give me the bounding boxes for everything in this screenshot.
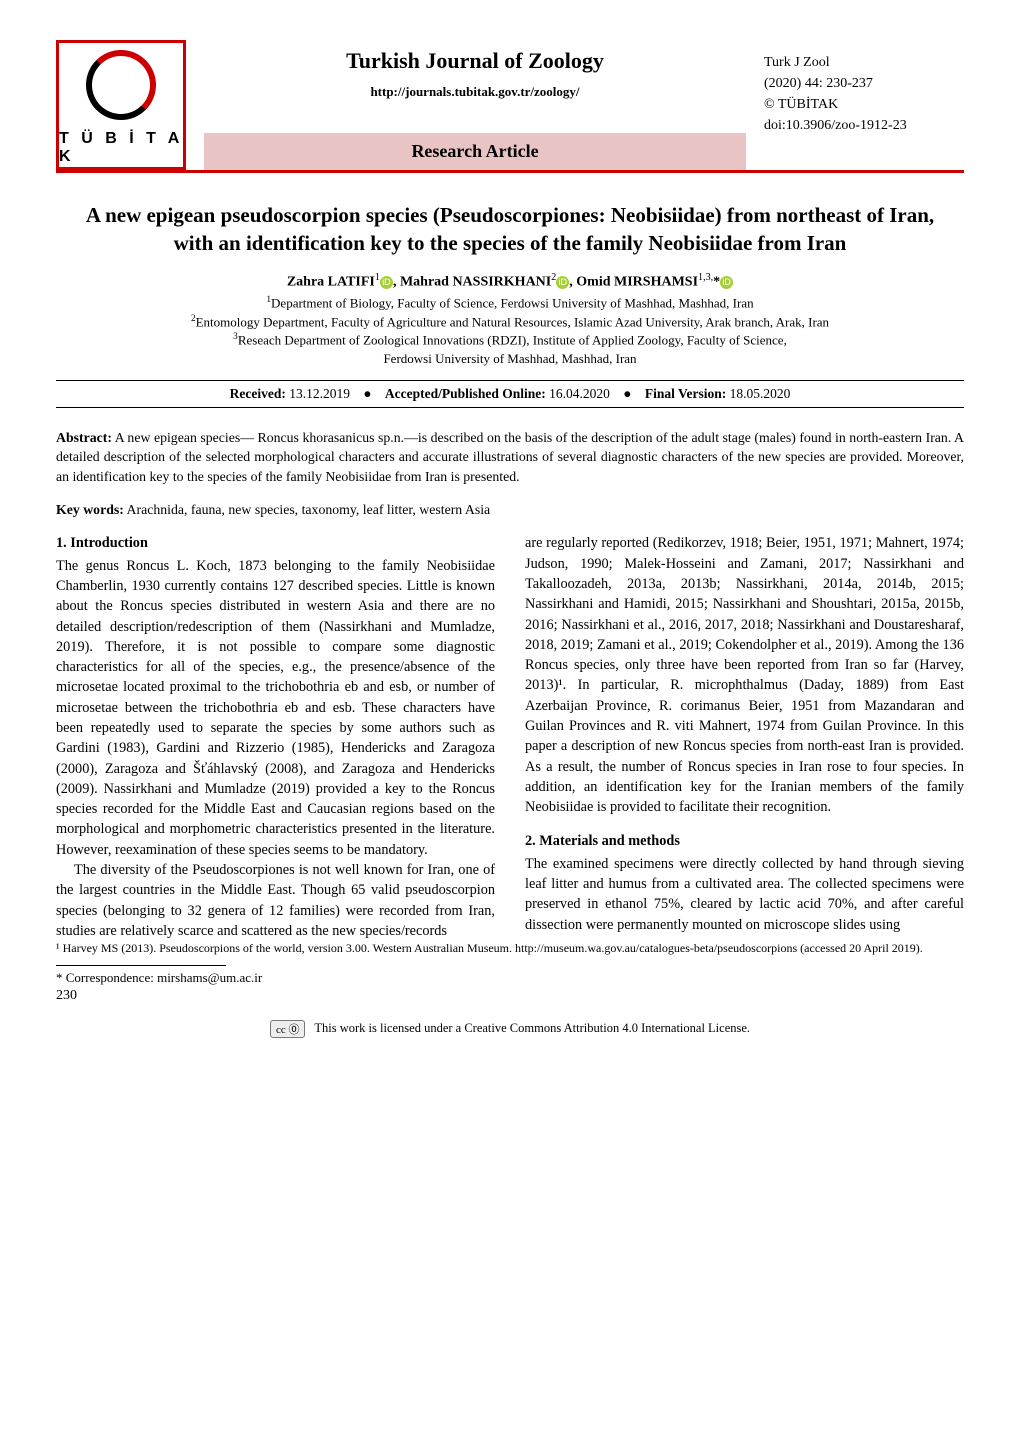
- journal-title: Turkish Journal of Zoology: [346, 48, 604, 74]
- author-2: , Mahrad NASSIRKHANI: [393, 274, 551, 289]
- affil-3b: Ferdowsi University of Mashhad, Mashhad,…: [383, 351, 636, 366]
- author-1: Zahra LATIFI: [287, 274, 375, 289]
- final-value: 18.05.2020: [726, 386, 790, 401]
- short-title: Turk J Zool: [764, 52, 964, 73]
- copyright: © TÜBİTAK: [764, 94, 964, 115]
- page-number: 230: [56, 988, 964, 1004]
- body-columns: 1. Introduction The genus Roncus L. Koch…: [56, 533, 964, 941]
- abstract-block: Abstract: A new epigean species— Roncus …: [56, 428, 964, 486]
- affiliations: 1Department of Biology, Faculty of Scien…: [56, 294, 964, 368]
- intro-continued: are regularly reported (Redikorzev, 1918…: [525, 533, 964, 817]
- journal-meta: Turk J Zool (2020) 44: 230-237 © TÜBİTAK…: [764, 40, 964, 136]
- orcid-icon[interactable]: iD: [556, 276, 569, 289]
- section-head-intro: 1. Introduction: [56, 533, 495, 553]
- footnote: ¹ Harvey MS (2013). Pseudoscorpions of t…: [56, 941, 964, 957]
- footnote-divider: [56, 965, 226, 966]
- bullet-icon: ●: [363, 386, 371, 401]
- journal-header: T Ü B İ T A K Turkish Journal of Zoology…: [56, 40, 964, 173]
- abstract-text: A new epigean species— Roncus khorasanic…: [56, 430, 964, 484]
- final-label: Final Version:: [645, 386, 726, 401]
- methods-para: The examined specimens were directly col…: [525, 854, 964, 935]
- dateline: Received: 13.12.2019 ● Accepted/Publishe…: [56, 380, 964, 408]
- authors-line: Zahra LATIFI1iD, Mahrad NASSIRKHANI2iD, …: [56, 272, 964, 291]
- orcid-icon[interactable]: iD: [720, 276, 733, 289]
- accepted-value: 16.04.2020: [546, 386, 610, 401]
- right-column: are regularly reported (Redikorzev, 1918…: [525, 533, 964, 941]
- journal-url[interactable]: http://journals.tubitak.gov.tr/zoology/: [370, 84, 579, 100]
- cc-text: This work is licensed under a Creative C…: [314, 1021, 750, 1035]
- corresponding-star: *: [713, 274, 720, 289]
- license-footer: cc ⓪ This work is licensed under a Creat…: [56, 1020, 964, 1038]
- logo-column: T Ü B İ T A K: [56, 40, 186, 170]
- received-value: 13.12.2019: [286, 386, 350, 401]
- bullet-icon: ●: [623, 386, 631, 401]
- intro-para-1: The genus Roncus L. Koch, 1873 belonging…: [56, 556, 495, 860]
- keywords-text: Arachnida, fauna, new species, taxonomy,…: [124, 502, 490, 517]
- intro-para-2: The diversity of the Pseudoscorpiones is…: [56, 860, 495, 941]
- issue-pages: (2020) 44: 230-237: [764, 73, 964, 94]
- affil-2: Entomology Department, Faculty of Agricu…: [196, 314, 829, 329]
- affil-3a: Reseach Department of Zoological Innovat…: [238, 333, 787, 348]
- section-head-methods: 2. Materials and methods: [525, 831, 964, 851]
- keywords-block: Key words: Arachnida, fauna, new species…: [56, 500, 964, 519]
- received-label: Received:: [230, 386, 286, 401]
- accepted-label: Accepted/Published Online:: [385, 386, 546, 401]
- article-type-bar: Research Article: [204, 133, 746, 170]
- author-3: , Omid MIRSHAMSI: [569, 274, 698, 289]
- correspondence: * Correspondence: mirshams@um.ac.ir: [56, 970, 964, 986]
- tubitak-arc-icon: [86, 50, 156, 120]
- cc-badge-icon: cc ⓪: [270, 1020, 306, 1038]
- header-center: Turkish Journal of Zoology http://journa…: [204, 40, 746, 170]
- left-column: 1. Introduction The genus Roncus L. Koch…: [56, 533, 495, 941]
- article-title: A new epigean pseudoscorpion species (Ps…: [80, 201, 940, 258]
- abstract-label: Abstract:: [56, 430, 112, 445]
- affil-1: Department of Biology, Faculty of Scienc…: [271, 296, 754, 311]
- author-3-sup: 1,3,: [698, 272, 713, 283]
- tubitak-logo: T Ü B İ T A K: [56, 40, 186, 170]
- tubitak-label: T Ü B İ T A K: [59, 130, 183, 166]
- orcid-icon[interactable]: iD: [380, 276, 393, 289]
- doi: doi:10.3906/zoo-1912-23: [764, 115, 964, 136]
- keywords-label: Key words:: [56, 502, 124, 517]
